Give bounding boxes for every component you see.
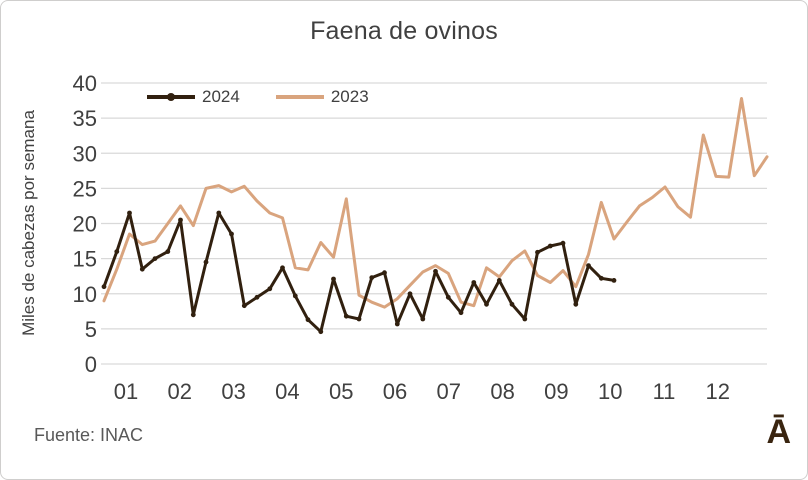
y-tick-label: 10 (73, 282, 97, 307)
x-tick-label: 12 (706, 379, 730, 404)
legend-label-2024: 2024 (202, 87, 240, 106)
series-2024-marker (241, 303, 247, 309)
series-2023-line (102, 97, 769, 309)
series-2024-marker (509, 301, 515, 307)
x-tick-label: 05 (329, 379, 353, 404)
legend: 2024 2023 (147, 87, 369, 107)
series-2024-marker (433, 268, 438, 274)
x-tick-label: 04 (275, 379, 299, 404)
legend-label-2023: 2023 (330, 87, 369, 106)
x-tick-label: 09 (544, 379, 568, 404)
series-2024-marker (586, 263, 591, 268)
x-tick-label: 03 (221, 379, 245, 404)
series-2024-marker (611, 278, 617, 283)
series-2024-marker (178, 217, 183, 223)
series-2024-marker (216, 210, 222, 216)
inac-logo: Ā (766, 413, 791, 451)
series-2024-marker (152, 256, 158, 261)
y-tick-label: 5 (85, 317, 97, 342)
series-2024-marker (203, 259, 209, 265)
series-2024-marker (165, 249, 171, 255)
series-2024-marker (471, 280, 477, 285)
series-2024-marker (522, 316, 528, 322)
series-2024-marker (445, 294, 451, 300)
x-tick-label: 06 (383, 379, 407, 404)
legend-line-2023-icon (275, 95, 324, 99)
series-2024-marker (420, 316, 426, 322)
x-tick-label: 11 (653, 379, 676, 404)
series-2024-marker (292, 293, 298, 299)
series-2024-marker (127, 210, 132, 216)
x-tick-label: 07 (437, 379, 461, 404)
x-tick-label: 10 (598, 379, 622, 404)
series-2024-marker (139, 266, 145, 272)
series-2024-marker (496, 278, 502, 283)
series-2024-marker (101, 284, 107, 290)
legend-entry-2023: 2023 (275, 87, 369, 107)
x-tick-label: 08 (490, 379, 514, 404)
legend-entry-2024: 2024 (147, 87, 240, 107)
series-2024-marker (394, 321, 400, 327)
series-2024-marker (190, 312, 196, 318)
series-2024-marker (305, 317, 311, 323)
y-tick-label: 25 (73, 176, 97, 201)
series-2024-marker (535, 249, 540, 255)
source-note: Fuente: INAC (34, 425, 144, 445)
series-2024-marker (484, 301, 489, 307)
y-tick-label: 40 (73, 71, 97, 96)
series-2024-marker (573, 301, 579, 307)
series-2024-marker (382, 270, 387, 276)
series-2024-marker (267, 286, 273, 292)
series-2024-marker (318, 329, 324, 335)
series-2024-marker (280, 265, 285, 271)
series-2024-marker (356, 316, 362, 322)
series-2024-marker (598, 275, 604, 281)
series-2024-marker (343, 313, 349, 319)
y-tick-label: 0 (85, 352, 97, 377)
series-2024-marker (407, 291, 413, 297)
x-tick-label: 02 (168, 379, 192, 404)
series-2024-marker (114, 249, 120, 255)
series-2024-marker (547, 243, 553, 249)
y-tick-label: 35 (73, 106, 97, 131)
chart-title: Faena de ovinos (310, 17, 498, 45)
y-tick-label: 30 (73, 141, 97, 166)
series-2024-marker (331, 276, 336, 282)
series-2024-marker (458, 310, 464, 316)
series-2024-marker (560, 240, 566, 246)
y-tick-label: 15 (73, 247, 97, 272)
y-tick-label: 20 (73, 212, 97, 237)
series-2024-marker (229, 231, 234, 237)
series-2024-marker (254, 294, 260, 300)
legend-line-2024-icon (147, 93, 195, 101)
x-tick-label: 01 (114, 379, 138, 404)
series-2024-marker (369, 275, 375, 280)
